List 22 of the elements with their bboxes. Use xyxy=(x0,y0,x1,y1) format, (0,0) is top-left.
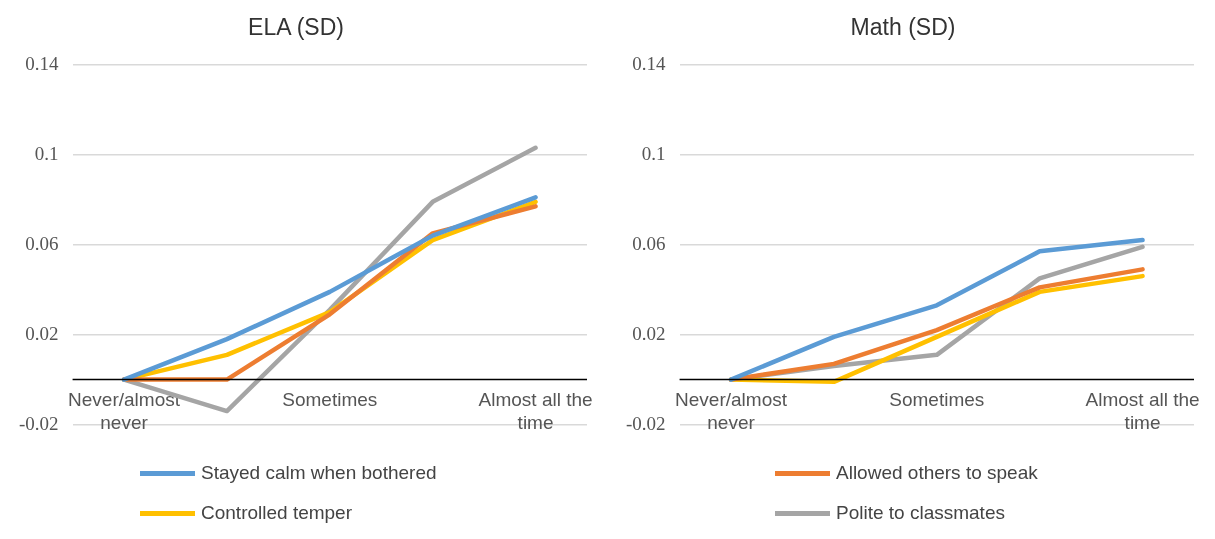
y-tick-label: 0.14 xyxy=(632,52,667,74)
y-tick-label: 0.02 xyxy=(25,322,59,344)
legend-label: Polite to classmates xyxy=(836,502,1005,524)
x-tick-label: Almost all the time xyxy=(478,389,593,434)
chart-title: ELA (SD) xyxy=(248,14,344,41)
chart-title: Math (SD) xyxy=(850,14,956,41)
x-tick-label: Sometimes xyxy=(282,389,378,411)
y-tick-label: 0.1 xyxy=(641,142,666,164)
legend-label: Stayed calm when bothered xyxy=(201,462,437,484)
y-tick-label: 0.06 xyxy=(632,232,666,254)
legend-label: Controlled temper xyxy=(201,502,353,524)
y-tick-label: -0.02 xyxy=(626,412,666,434)
x-tick-label: Sometimes xyxy=(889,389,985,411)
legend-label: Allowed others to speak xyxy=(836,462,1038,484)
y-tick-label: 0.1 xyxy=(34,142,59,164)
x-tick-label: Never/almost never xyxy=(68,389,181,434)
y-tick-label: 0.02 xyxy=(632,322,666,344)
y-tick-label: 0.06 xyxy=(25,232,59,254)
x-tick-label: Never/almost never xyxy=(675,389,788,434)
y-tick-label: -0.02 xyxy=(19,412,59,434)
y-tick-label: 0.14 xyxy=(25,52,60,74)
x-tick-label: Almost all the time xyxy=(1085,389,1200,434)
